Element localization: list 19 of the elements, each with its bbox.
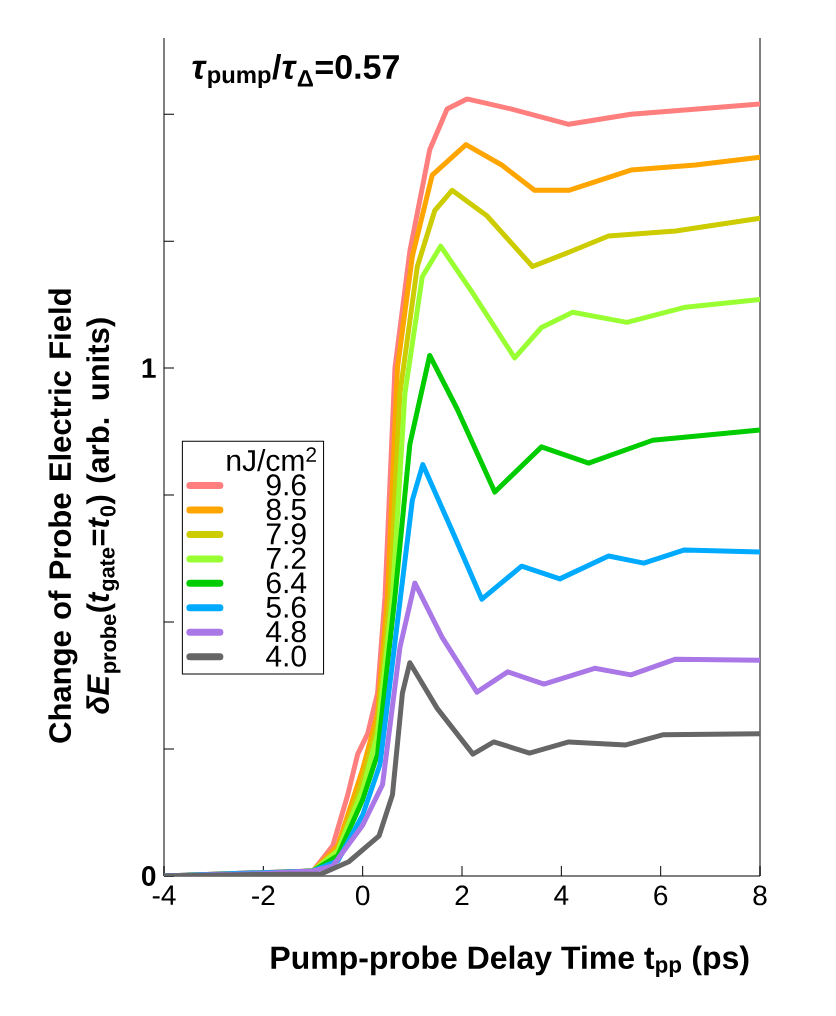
legend-label: 7.9 (266, 523, 306, 545)
legend-label: 9.6 (266, 474, 306, 496)
legend-label: 8.5 (266, 498, 306, 521)
x-axis-title: Pump-probe Delay Time t$_{pp}$ (ps) (271, 945, 749, 978)
legend-label: 4.0 (266, 645, 306, 667)
x-tick-label: -4 (152, 885, 176, 905)
x-tick-label: 2 (455, 885, 469, 906)
legend-label: 4.8 (266, 621, 306, 643)
legend-label: 6.4 (266, 572, 307, 594)
legend-title: nJ/cm$^{2}$ (227, 447, 317, 472)
x-tick-label: 4 (554, 885, 569, 905)
x-tick-label: 0 (355, 885, 370, 906)
legend-label: 5.6 (266, 596, 306, 618)
annotation: τ$_{pump}$/τ$_{Δ}$=0.57 (192, 54, 399, 88)
legend-label: 7.2 (266, 547, 306, 569)
y-tick-label: 1 (142, 358, 156, 378)
x-tick-label: 8 (753, 885, 767, 906)
x-tick-label: 6 (654, 885, 668, 906)
x-tick-label: -2 (252, 885, 275, 906)
